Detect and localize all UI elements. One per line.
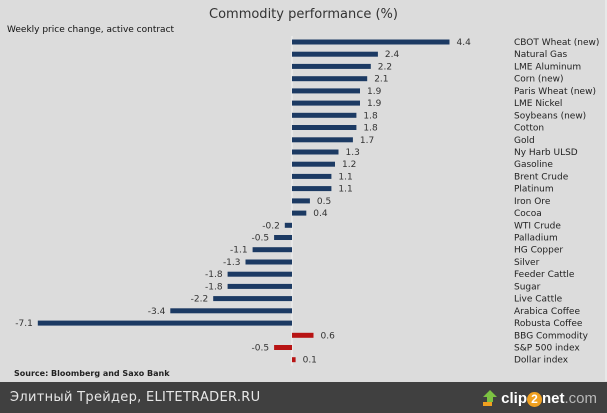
- category-label: Ny Harb ULSD: [514, 148, 578, 158]
- bar: [292, 137, 353, 143]
- data-label: 1.8: [363, 124, 378, 134]
- bar: [292, 112, 357, 118]
- bar: [292, 100, 360, 106]
- data-label: 2.4: [385, 50, 400, 60]
- category-label: Platinum: [514, 185, 554, 195]
- data-label: -0.2: [262, 221, 280, 231]
- category-label: Silver: [514, 258, 540, 268]
- chart-frame: Commodity performance (%) Weekly price c…: [7, 0, 607, 381]
- category-label: BBG Commodity: [514, 331, 589, 341]
- logo-text: clip 2 net.com: [501, 389, 597, 407]
- category-label: Iron Ore: [514, 197, 551, 207]
- bar: [245, 259, 292, 265]
- bar: [292, 173, 332, 179]
- data-label: 0.6: [321, 331, 336, 341]
- data-label: 1.1: [338, 172, 352, 182]
- data-label: 1.8: [363, 111, 378, 121]
- data-label: -1.1: [230, 246, 248, 256]
- data-label: -1.8: [205, 282, 223, 292]
- data-label: -3.4: [148, 307, 166, 317]
- source-note: Source: Bloomberg and Saxo Bank: [14, 369, 170, 378]
- data-label: -0.5: [252, 344, 270, 354]
- category-label: Brent Crude: [514, 172, 569, 182]
- bar: [292, 149, 339, 155]
- bar-chart: 4.4 CBOT Wheat (new) 2.4 Natural Gas 2.2 LME …: [15, 36, 599, 366]
- category-label: LME Nickel: [514, 99, 562, 109]
- bar: [284, 222, 292, 228]
- bar: [292, 63, 371, 69]
- bar: [274, 345, 292, 350]
- chart-subtitle: Weekly price change, active contract: [7, 25, 175, 35]
- data-label: 2.1: [374, 75, 388, 85]
- data-label: 2.2: [378, 62, 392, 72]
- category-label: Gold: [514, 136, 535, 146]
- bar: [292, 210, 307, 216]
- bar: [292, 88, 360, 94]
- bar: [252, 247, 292, 253]
- data-label: -2.2: [191, 295, 209, 305]
- data-label: 1.7: [360, 136, 374, 146]
- bar: [213, 296, 292, 302]
- footer-caption: Элитный Трейдер, ELITETRADER.RU: [10, 390, 261, 405]
- category-label: CBOT Wheat (new): [514, 38, 599, 48]
- upload-arrow-icon: [483, 390, 498, 406]
- category-label: WTI Crude: [514, 221, 561, 231]
- data-label: 0.4: [313, 209, 328, 219]
- bar: [170, 308, 292, 314]
- data-label: 0.1: [303, 356, 317, 366]
- data-label: 4.4: [457, 38, 472, 48]
- bar: [37, 320, 292, 326]
- bar: [292, 357, 296, 363]
- bar: [292, 186, 332, 192]
- clip2net-logo[interactable]: clip 2 net.com: [483, 388, 597, 408]
- data-label: -7.1: [15, 319, 33, 329]
- data-label: -1.8: [205, 270, 223, 280]
- category-label: LME Aluminum: [514, 62, 581, 72]
- bar: [292, 161, 335, 167]
- data-label: -0.5: [252, 234, 270, 244]
- bar: [292, 39, 450, 45]
- data-label: 0.5: [317, 197, 331, 207]
- data-label: -1.3: [223, 258, 241, 268]
- bar: [292, 125, 357, 130]
- data-label: 1.9: [367, 99, 382, 109]
- category-label: Cotton: [514, 124, 544, 134]
- category-label: Dollar index: [514, 356, 569, 366]
- category-label: Sugar: [514, 282, 541, 292]
- category-label: Live Cattle: [514, 295, 563, 305]
- footer-bar: Элитный Трейдер, ELITETRADER.RU clip 2 net…: [0, 382, 607, 413]
- category-label: Soybeans (new): [514, 111, 586, 121]
- category-label: Palladium: [514, 234, 558, 244]
- data-label: 1.2: [342, 160, 356, 170]
- bar: [292, 332, 314, 338]
- bar: [292, 51, 378, 57]
- bar: [227, 271, 292, 277]
- chart-title: Commodity performance (%): [209, 7, 398, 22]
- bar: [227, 283, 292, 289]
- data-label: 1.3: [346, 148, 360, 158]
- bar: [274, 235, 292, 240]
- category-label: Arabica Coffee: [514, 307, 580, 317]
- category-label: S&P 500 index: [514, 344, 580, 354]
- category-label: Corn (new): [514, 75, 564, 85]
- category-label: Natural Gas: [514, 50, 568, 60]
- bar: [292, 198, 310, 204]
- category-label: Gasoline: [514, 160, 553, 170]
- category-label: HG Copper: [514, 246, 563, 256]
- category-label: Paris Wheat (new): [514, 87, 596, 97]
- bar: [292, 76, 368, 82]
- category-label: Robusta Coffee: [514, 319, 583, 329]
- category-label: Cocoa: [514, 209, 542, 219]
- data-label: 1.1: [338, 185, 352, 195]
- category-label: Feeder Cattle: [514, 270, 575, 280]
- data-label: 1.9: [367, 87, 382, 97]
